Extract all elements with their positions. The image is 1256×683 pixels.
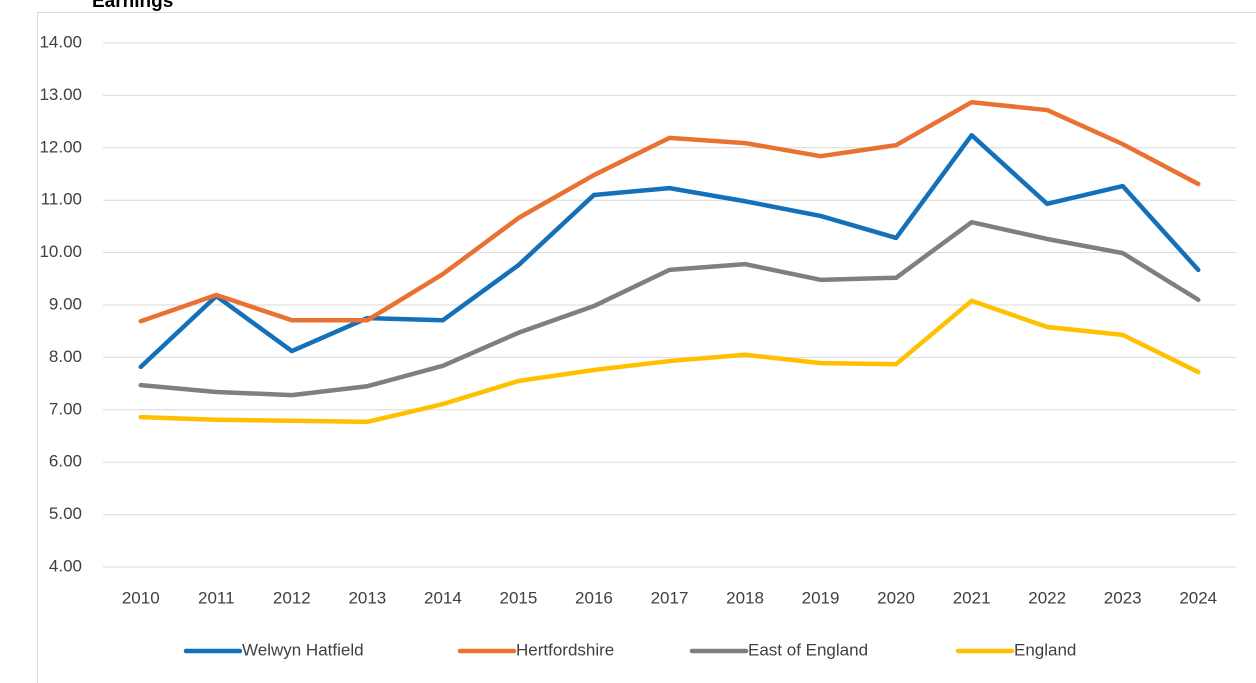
x-tick-label: 2013 bbox=[348, 588, 386, 607]
series-line bbox=[138, 99, 1201, 324]
x-tick-label: 2018 bbox=[726, 588, 764, 607]
x-tick-label: 2012 bbox=[273, 588, 311, 607]
legend-label: Hertfordshire bbox=[516, 640, 614, 659]
legend-label: England bbox=[1014, 640, 1076, 659]
chart-frame bbox=[37, 12, 1256, 683]
series-line bbox=[138, 298, 1201, 425]
y-tick-label: 9.00 bbox=[49, 294, 82, 313]
x-tick-label: 2015 bbox=[500, 588, 538, 607]
y-tick-label: 5.00 bbox=[49, 504, 82, 523]
y-tick-label: 10.00 bbox=[39, 242, 82, 261]
y-tick-label: 11.00 bbox=[41, 190, 82, 209]
legend-label: Welwyn Hatfield bbox=[242, 640, 364, 659]
y-tick-label: 4.00 bbox=[49, 556, 82, 575]
series-line bbox=[138, 132, 1201, 370]
y-tick-label: 14.00 bbox=[39, 32, 82, 51]
x-tick-label: 2021 bbox=[953, 588, 991, 607]
legend-label: East of England bbox=[748, 640, 868, 659]
x-tick-label: 2011 bbox=[198, 588, 235, 607]
x-tick-label: 2016 bbox=[575, 588, 613, 607]
series-line bbox=[138, 219, 1201, 398]
chart-title: Earnings bbox=[92, 0, 173, 12]
y-tick-label: 8.00 bbox=[49, 347, 82, 366]
y-tick-label: 7.00 bbox=[49, 399, 82, 418]
x-tick-label: 2020 bbox=[877, 588, 915, 607]
x-tick-label: 2023 bbox=[1104, 588, 1142, 607]
y-tick-label: 13.00 bbox=[39, 85, 82, 104]
x-tick-label: 2024 bbox=[1179, 588, 1217, 607]
y-tick-label: 6.00 bbox=[49, 452, 82, 471]
x-tick-label: 2022 bbox=[1028, 588, 1066, 607]
x-tick-label: 2019 bbox=[802, 588, 840, 607]
x-tick-label: 2010 bbox=[122, 588, 160, 607]
y-tick-label: 12.00 bbox=[39, 137, 82, 156]
x-tick-label: 2017 bbox=[651, 588, 689, 607]
x-tick-label: 2014 bbox=[424, 588, 462, 607]
